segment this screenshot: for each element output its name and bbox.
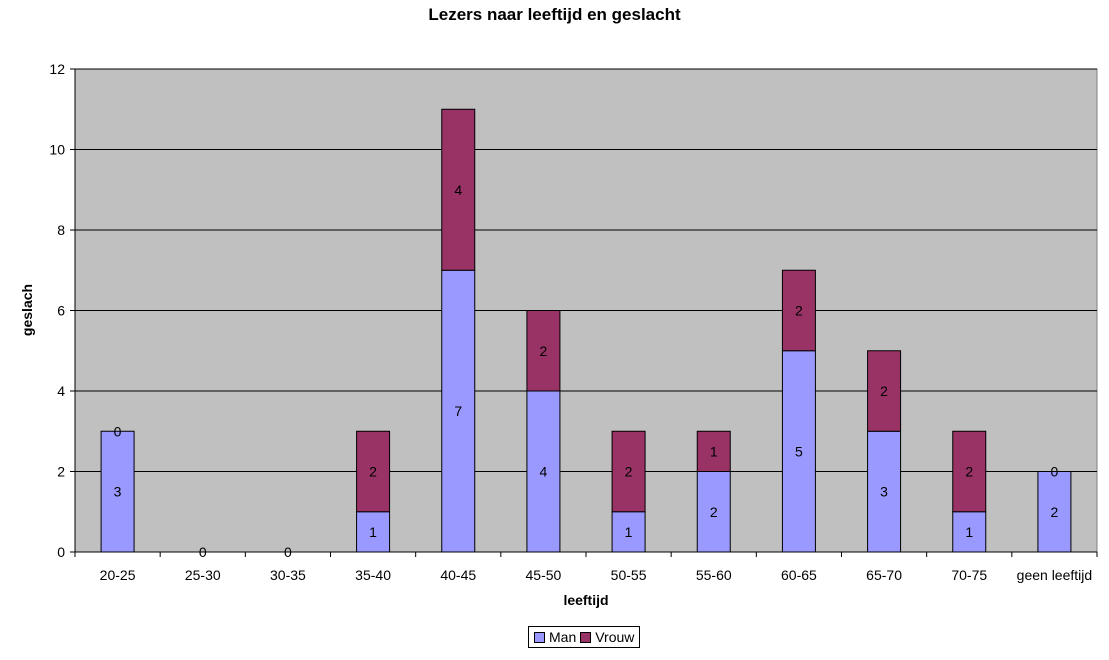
legend-label: Vrouw (595, 629, 635, 645)
x-tick-label: 45-50 (526, 567, 562, 583)
data-label-vrouw: 2 (625, 464, 633, 480)
bar-man (952, 511, 987, 553)
legend-swatch (534, 631, 545, 643)
x-tick-label: 65-70 (866, 567, 902, 583)
bar-vrouw (356, 430, 391, 513)
x-tick-label: 70-75 (951, 567, 987, 583)
y-tick-label: 4 (57, 383, 65, 399)
data-label-man: 3 (114, 484, 122, 500)
legend-entry-vrouw: Vrouw (580, 629, 634, 645)
y-tick-label: 10 (49, 142, 65, 158)
data-label-man: 1 (965, 524, 973, 540)
x-tick-label: 50-55 (611, 567, 647, 583)
bar-vrouw (952, 430, 987, 513)
data-label-man: 3 (880, 484, 888, 500)
bars (100, 108, 1072, 553)
legend-label: Man (549, 629, 577, 645)
bar-man (696, 471, 731, 553)
data-label-man: 4 (540, 464, 548, 480)
x-tick-label: 35-40 (355, 567, 391, 583)
x-tick-label: 25-30 (185, 567, 221, 583)
chart-title: Lezers naar leeftijd en geslacht (428, 5, 681, 24)
x-tick-label: 30-35 (270, 567, 306, 583)
bar-man (100, 430, 135, 553)
bar-vrouw (526, 310, 561, 392)
data-label-vrouw: 0 (1051, 464, 1059, 480)
bar-vrouw (696, 430, 731, 472)
bar-vrouw (867, 350, 902, 432)
legend: Man Vrouw (528, 626, 641, 648)
grid-lines (75, 68, 1097, 472)
legend-swatch (580, 631, 592, 643)
x-tick-label: geen leeftijd (1017, 567, 1093, 583)
legend-entry-man: Man (534, 629, 576, 645)
data-label-man: 2 (1051, 504, 1059, 520)
bar-vrouw (611, 430, 646, 513)
y-tick-label: 2 (57, 464, 65, 480)
data-label-vrouw: 1 (710, 443, 718, 459)
y-tick-label: 0 (57, 544, 65, 560)
data-label-vrouw: 2 (369, 464, 377, 480)
bar-man (781, 350, 816, 553)
y-tick-label: 12 (49, 61, 65, 77)
data-label-vrouw: 0 (114, 423, 122, 439)
bar-vrouw (781, 269, 816, 352)
data-label-vrouw: 2 (795, 303, 803, 319)
data-label-vrouw: 2 (540, 343, 548, 359)
data-label-vrouw: 4 (454, 182, 462, 198)
x-tick-label: 55-60 (696, 567, 732, 583)
y-tick-label: 6 (57, 303, 65, 319)
data-label-man: 5 (795, 443, 803, 459)
data-label-vrouw: 2 (965, 464, 973, 480)
data-label-vrouw: 2 (880, 383, 888, 399)
x-tick-label: 60-65 (781, 567, 817, 583)
y-tick-label: 8 (57, 222, 65, 238)
x-axis-label: leeftijd (563, 592, 608, 608)
data-label-man: 1 (369, 524, 377, 540)
x-tick-label: 20-25 (100, 567, 136, 583)
x-tick-label: 40-45 (440, 567, 476, 583)
y-axis-label: geslach (19, 284, 35, 336)
data-label-man: 1 (625, 524, 633, 540)
bar-man (1037, 471, 1072, 553)
bar-vrouw (441, 108, 476, 271)
data-label-man: 7 (454, 403, 462, 419)
data-label-man: 2 (710, 504, 718, 520)
